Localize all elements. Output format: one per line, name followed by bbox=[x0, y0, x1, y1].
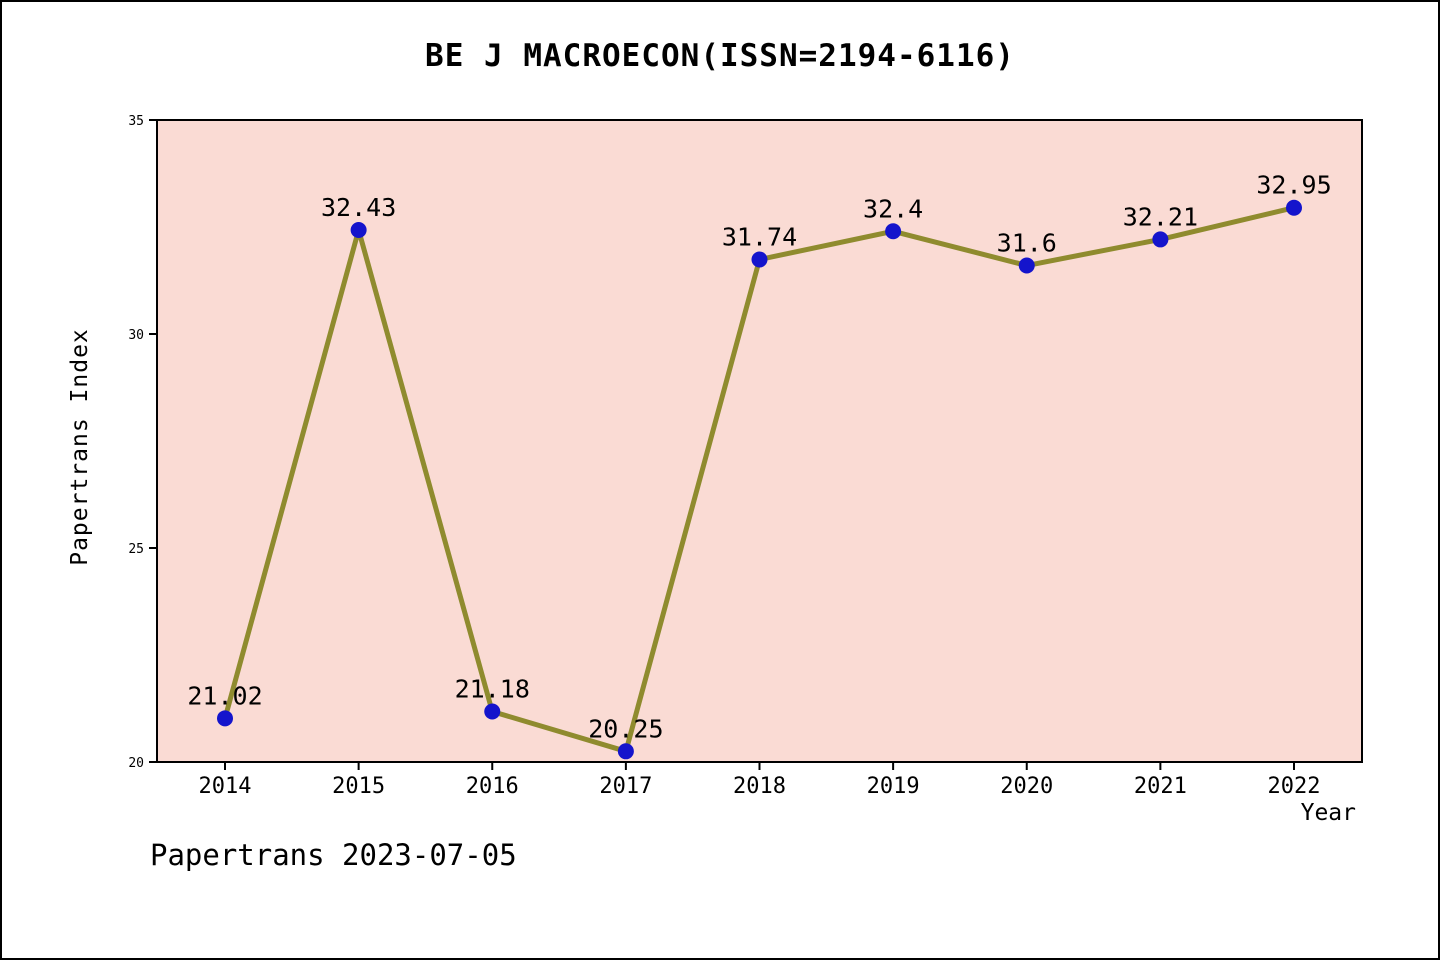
watermark-text: Papertrans 2023-07-05 bbox=[150, 838, 517, 872]
data-point bbox=[350, 221, 367, 238]
x-tick-label: 2021 bbox=[1134, 774, 1187, 799]
data-point bbox=[1018, 257, 1035, 274]
data-point bbox=[484, 703, 501, 720]
y-tick-label: 30 bbox=[128, 328, 144, 343]
point-label: 20.25 bbox=[588, 714, 663, 743]
y-tick-label: 20 bbox=[128, 756, 144, 771]
data-point bbox=[885, 223, 902, 240]
x-tick-label: 2014 bbox=[199, 774, 252, 799]
point-label: 21.02 bbox=[187, 681, 262, 710]
x-tick-label: 2019 bbox=[867, 774, 920, 799]
y-tick-label: 25 bbox=[128, 542, 144, 557]
chart-title: BE J MACROECON(ISSN=2194-6116) bbox=[425, 38, 1015, 74]
data-point bbox=[1152, 231, 1169, 248]
point-label: 31.6 bbox=[997, 229, 1057, 258]
x-tick-label: 2020 bbox=[1000, 774, 1053, 799]
data-point bbox=[1286, 199, 1302, 216]
x-tick-label: 2022 bbox=[1268, 774, 1321, 799]
point-label: 21.18 bbox=[455, 674, 530, 703]
x-tick-label: 2016 bbox=[466, 774, 519, 799]
data-point bbox=[217, 710, 233, 727]
data-point bbox=[617, 743, 634, 760]
point-label: 32.21 bbox=[1123, 202, 1198, 231]
point-label: 31.74 bbox=[722, 223, 797, 252]
x-tick-label: 2018 bbox=[733, 774, 786, 799]
point-label: 32.95 bbox=[1256, 171, 1331, 200]
point-label: 32.43 bbox=[321, 193, 396, 222]
y-tick-label: 35 bbox=[128, 114, 144, 129]
point-label: 32.4 bbox=[863, 194, 923, 223]
x-tick-label: 2015 bbox=[332, 774, 385, 799]
x-axis-title: Year bbox=[1300, 800, 1356, 826]
x-tick-label: 2017 bbox=[599, 774, 652, 799]
data-point bbox=[751, 251, 768, 268]
